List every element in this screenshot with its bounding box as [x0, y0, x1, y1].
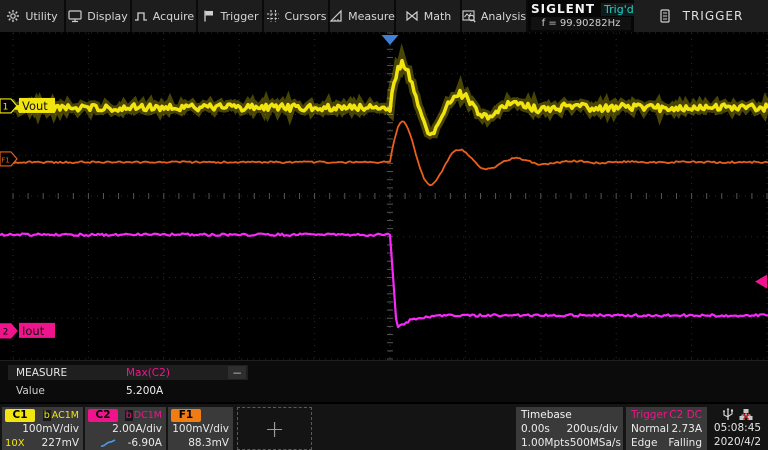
menu-item-utility[interactable]: Utility — [0, 0, 66, 32]
channel-tab: C2 — [88, 408, 118, 422]
menu-bar: Utility Display Acquire Trigger Cursors Measu… — [0, 0, 768, 32]
measure-value: 5.200A — [126, 385, 164, 397]
menu-item-label: Analysis — [480, 9, 527, 23]
timebase-scale: 200us/div — [566, 423, 618, 435]
menu-item-trigger[interactable]: Trigger — [198, 0, 264, 32]
trace-c1-vout — [0, 58, 768, 137]
side-panel-header[interactable]: TRIGGER — [634, 0, 768, 32]
timebase-delay: 0.00s — [521, 423, 550, 435]
clock-time: 05:08:45 — [713, 422, 762, 434]
acquire-icon — [134, 12, 147, 21]
trace-c2-iout — [0, 232, 768, 329]
svg-text:F1: F1 — [1, 156, 9, 164]
current-probe-icon — [100, 438, 116, 447]
gear-icon — [7, 10, 20, 22]
center-axis-ticks — [12, 32, 768, 360]
measure-slot-name[interactable]: Max(C2) — [126, 366, 170, 379]
add-channel-button[interactable]: + — [237, 407, 312, 450]
trigger-title: Trigger — [631, 409, 668, 421]
math-icon — [406, 10, 418, 22]
trigger-level-marker[interactable] — [755, 274, 767, 289]
measure-value-label: Value — [16, 385, 45, 397]
channel-marker-c2[interactable]: 2 — [0, 323, 18, 339]
menu-item-label: Measure — [348, 9, 395, 23]
channel-marker-c1[interactable]: 1 — [0, 98, 18, 114]
menu-item-label: Utility — [25, 9, 58, 23]
trigger-mode: Normal — [631, 423, 669, 435]
timebase-title: Timebase — [521, 409, 572, 421]
menu-item-acquire[interactable]: Acquire — [132, 0, 198, 32]
trigger-status-badge: Trig'd — [601, 2, 637, 16]
trigger-source: C2 DC — [669, 409, 702, 421]
menu-item-label: Trigger — [220, 9, 259, 23]
trace-label-iout: Iout — [19, 322, 55, 338]
menu-item-label: Acquire — [152, 9, 195, 23]
channel-offset: 88.3mV — [188, 437, 229, 449]
waveform-svg: 1 F1 2 Vout Iout — [0, 32, 768, 360]
channel-attenuation: 10X — [5, 437, 25, 449]
channel-coupling: b DC1M — [124, 409, 162, 421]
measure-title: MEASURE — [16, 366, 68, 379]
status-bar: C1 b AC1M 100mV/div 10X 227mV C2 b DC1M 2.00A/div… — [0, 402, 768, 450]
measure-strip: MEASURE Max(C2) − Value 5.200A + + + + ✕ — [0, 360, 768, 402]
usb-icon — [722, 408, 733, 420]
channel-coupling: b AC1M — [42, 409, 79, 421]
lan-error-icon: ✕ — [739, 409, 752, 422]
channel-scale: 2.00A/div — [112, 423, 162, 435]
trigger-frequency-readout: f = 99.90282Hz — [531, 17, 631, 30]
timebase-panel[interactable]: Timebase 0.00s 200us/div 1.00Mpts 500MSa… — [516, 407, 623, 450]
trace-f1 — [0, 120, 768, 187]
timebase-samplerate: 500MSa/s — [569, 437, 621, 449]
menu-item-label: Math — [423, 9, 452, 23]
timebase-memory: 1.00Mpts — [521, 437, 570, 449]
svg-text:1: 1 — [3, 102, 9, 112]
channel-offset: 227mV — [41, 437, 79, 449]
cursors-icon — [266, 10, 279, 22]
channel-descriptor-f1[interactable]: F1 100mV/div 88.3mV — [168, 407, 233, 450]
display-icon — [68, 10, 82, 23]
menu-item-measure[interactable]: Measure — [329, 0, 396, 32]
trigger-slope: Falling — [668, 437, 702, 449]
channel-offset: -6.90A — [127, 437, 162, 449]
measure-remove-button[interactable]: − — [228, 366, 246, 380]
siglent-logo: SIGLENT — [531, 2, 596, 16]
menu-item-display[interactable]: Display — [66, 0, 132, 32]
measure-icon — [329, 9, 342, 22]
channel-scale: 100mV/div — [22, 423, 79, 435]
svg-text:Iout: Iout — [22, 324, 45, 338]
svg-text:Vout: Vout — [22, 99, 48, 113]
menu-list-icon — [660, 9, 670, 23]
side-panel-title: TRIGGER — [682, 9, 744, 23]
waveform-display[interactable]: 1 F1 2 Vout Iout — [0, 32, 768, 360]
menu-item-label: Cursors — [284, 9, 327, 23]
menu-item-math[interactable]: Math — [396, 0, 462, 32]
logo-cluster: SIGLENT Trig'd f = 99.90282Hz — [528, 0, 637, 32]
menu-item-analysis[interactable]: Analysis — [462, 0, 528, 32]
trigger-type: Edge — [631, 437, 658, 449]
channel-tab: F1 — [171, 408, 201, 422]
trigger-level: 2.73A — [671, 423, 702, 435]
channel-scale: 100mV/div — [172, 423, 229, 435]
measure-header-row: MEASURE Max(C2) − — [8, 365, 248, 380]
menu-item-cursors[interactable]: Cursors — [264, 0, 330, 32]
channel-descriptor-c2[interactable]: C2 b DC1M 2.00A/div -6.90A — [85, 407, 166, 450]
trace-glow — [0, 43, 768, 140]
channel-tab: C1 — [5, 408, 35, 422]
system-status: ✕ 05:08:45 2020/4/2 — [709, 407, 766, 450]
trace-label-vout: Vout — [19, 97, 55, 113]
svg-text:✕: ✕ — [741, 411, 750, 422]
channel-marker-f1[interactable]: F1 — [0, 151, 18, 167]
flag-icon — [203, 10, 213, 22]
trigger-position-marker[interactable] — [381, 35, 399, 45]
trigger-panel[interactable]: Trigger C2 DC Normal 2.73A Edge Falling — [626, 407, 707, 450]
channel-descriptor-c1[interactable]: C1 b AC1M 100mV/div 10X 227mV — [2, 407, 83, 450]
menu-item-label: Display — [87, 9, 128, 23]
menu-items: Utility Display Acquire Trigger Cursors Measu… — [0, 0, 528, 32]
analysis-icon — [462, 10, 476, 23]
svg-text:2: 2 — [3, 327, 9, 337]
clock-date: 2020/4/2 — [713, 436, 762, 448]
